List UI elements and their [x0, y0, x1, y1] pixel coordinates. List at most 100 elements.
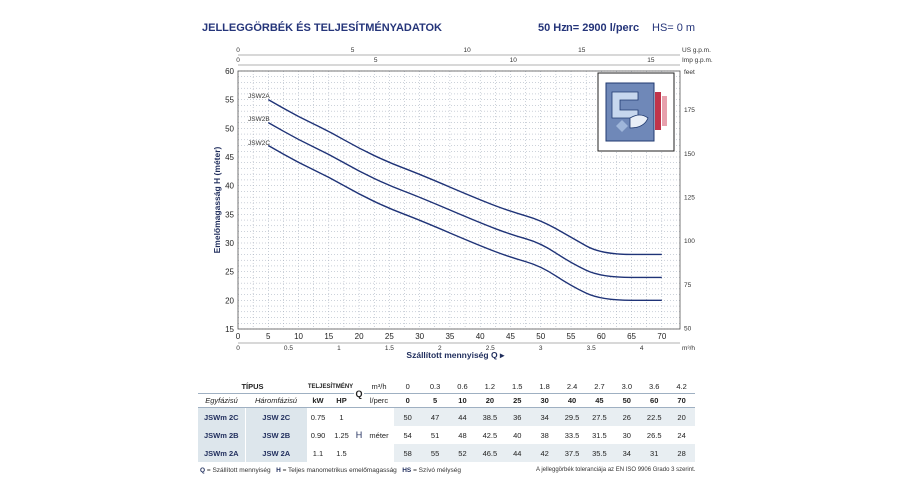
head-value: 31.5	[592, 430, 607, 440]
table-row: JSWm 2B JSW 2B 0.90 1.25 H méter 54 51 4…	[198, 426, 695, 444]
m3h-value: 1.5	[503, 380, 531, 394]
lperc-value: 0	[394, 393, 422, 408]
head-value: 26.5	[646, 430, 662, 440]
x-tick-label: 65	[627, 332, 636, 341]
m3h-value: 3.6	[640, 380, 668, 394]
head-value: 26	[613, 407, 641, 426]
head-value: 54	[403, 430, 412, 440]
lperc-value: 40	[558, 393, 586, 408]
m3h-tick: 2.5	[486, 345, 495, 352]
footer-h-text: = Teljes manometrikus emelőmagasság	[280, 467, 397, 474]
y-tick-labels: 15 20 25 30 35 40 45 50 55 60	[225, 67, 234, 334]
m3h-unit: m³/h	[682, 345, 695, 352]
m3h-tick: 3	[539, 345, 543, 352]
h-label: H	[355, 430, 363, 440]
imp-gpm-tick: 10	[510, 57, 518, 64]
feet-tick: 50	[684, 326, 692, 333]
imp-gpm-tick: 15	[647, 57, 655, 64]
x-axis-arrow: ▸	[499, 350, 505, 360]
lperc-value: 10	[448, 393, 477, 408]
plot-frame	[237, 70, 681, 330]
head-value: 22.5	[640, 407, 668, 426]
tolerance-note: A jelleggörbék toleranciája az EN ISO 99…	[536, 467, 696, 473]
m3h-tick: 4	[640, 345, 644, 352]
lperc-label: l/perc	[364, 393, 394, 408]
x-tick-label: 45	[506, 332, 515, 341]
m3h-value: 1.8	[530, 380, 559, 394]
curve-label-jsw2b: JSW2B	[248, 116, 270, 123]
x-tick-label: 5	[266, 332, 271, 341]
curve-jsw2b	[267, 121, 662, 279]
us-gpm-unit: US g.p.m.	[682, 47, 711, 54]
three-phase-header: Háromfázisú	[245, 393, 307, 408]
y-tick-label: 40	[225, 182, 234, 191]
x-tick-label: 60	[597, 332, 606, 341]
head-value: 42.5	[482, 430, 498, 440]
x-tick-label: 55	[567, 332, 576, 341]
head-value: 38	[540, 430, 549, 440]
head-value: 30	[622, 430, 631, 440]
x-tick-label: 30	[415, 332, 424, 341]
m3h-label: m³/h	[364, 380, 394, 394]
pump-curve-chart: 0 5 10 15 20 25 30 35 40 45 50 55 60 65 70 15202530354…	[212, 47, 713, 360]
x-tick-label: 15	[324, 332, 333, 341]
single-phase-model: JSWm 2A	[198, 444, 245, 462]
head-value: 46.5	[476, 444, 504, 462]
curve-label-jsw2a: JSW2A	[248, 93, 270, 100]
table-row: JSWm 2A JSW 2A 1.1 1.5 58 55 52 46.5 44 …	[198, 444, 696, 462]
head-value: 50	[394, 407, 422, 426]
feet-tick: 150	[684, 151, 695, 158]
feet-tick: 100	[684, 238, 695, 245]
feet-tick: 75	[684, 282, 692, 289]
us-gpm-tick: 10	[464, 47, 472, 54]
kw-value: 1.1	[312, 448, 324, 458]
m3h-tick: 1	[337, 345, 341, 352]
head-value: 58	[394, 444, 422, 462]
feet-unit: feet	[684, 69, 695, 76]
head-value: 44	[448, 407, 477, 426]
speed-label: n= 2900 l/perc	[566, 22, 640, 34]
single-phase-header: Egyfázisú	[198, 393, 245, 408]
head-value: 42	[530, 444, 559, 462]
lperc-value: 70	[667, 393, 696, 408]
three-phase-model: JSW 2B	[244, 426, 307, 444]
hp-value: 1.5	[336, 448, 347, 458]
m3h-value: 0	[394, 380, 422, 394]
power-header: TELJESÍTMÉNY	[307, 380, 354, 394]
y-tick-label: 55	[225, 96, 234, 105]
meter-label: méter	[369, 430, 389, 440]
m3h-value: 4.2	[667, 380, 696, 394]
curve-labels: JSW2A JSW2B JSW2C	[248, 93, 270, 147]
x-tick-label: 20	[355, 332, 364, 341]
x-tick-label: 25	[385, 332, 394, 341]
three-phase-model: JSW 2A	[244, 444, 307, 462]
lperc-value: 5	[421, 393, 449, 408]
lperc-value: 30	[530, 393, 559, 408]
y-axis-title: Emelőmagasság H (méter)	[212, 146, 222, 253]
x-tick-label: 10	[294, 332, 303, 341]
y-tick-label: 50	[225, 124, 234, 133]
x-tick-label: 35	[445, 332, 454, 341]
kw-value: 0.75	[310, 412, 326, 422]
chart-heading: JELLEGGÖRBÉK ÉS TELJESÍTMÉNYADATOK	[202, 22, 443, 34]
head-value: 27.5	[585, 407, 614, 426]
us-gpm-tick: 15	[578, 47, 586, 54]
x-tick-label: 50	[536, 332, 545, 341]
head-value: 51	[430, 430, 440, 440]
head-value: 33.5	[564, 430, 580, 440]
q-label: Q	[354, 380, 364, 408]
lperc-value: 20	[476, 393, 504, 408]
m3h-tick: 1.5	[385, 345, 394, 352]
head-value: 29.5	[558, 407, 586, 426]
head-value: 24	[677, 430, 686, 440]
m3h-tick: 0.5	[284, 345, 293, 352]
m3h-value: 0.3	[421, 380, 449, 394]
frequency-label: 50 Hz	[538, 22, 567, 34]
m3h-value: 3.0	[613, 380, 641, 394]
three-phase-model: JSW 2C	[244, 407, 307, 426]
feet-tick: 175	[684, 107, 695, 114]
head-value: 38.5	[476, 407, 504, 426]
top-axes: 0 5 10 15 0 5 10 15 US g.p.m. Imp g.p.m.	[236, 47, 713, 66]
head-value: 34	[530, 407, 559, 426]
curve-label-jsw2c: JSW2C	[248, 140, 270, 147]
